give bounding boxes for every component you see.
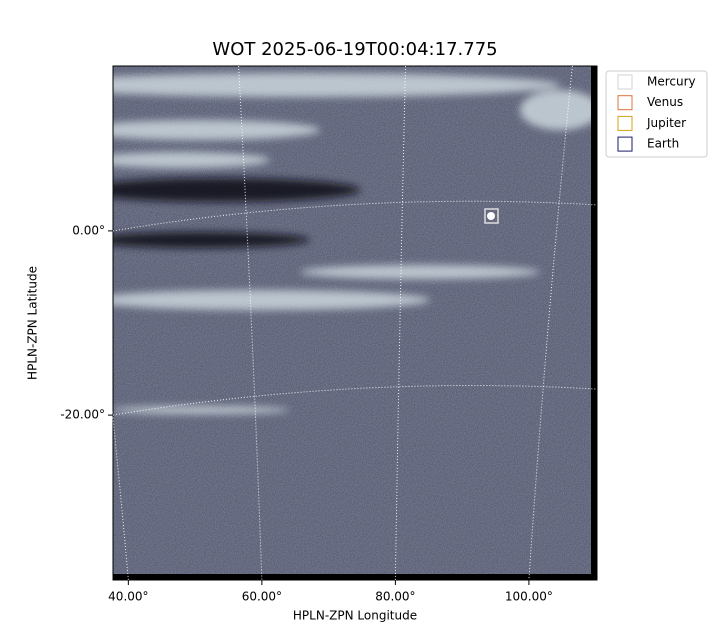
planet [487, 212, 495, 220]
y-tick-label: -20.00° [60, 408, 105, 422]
legend-label: Venus [647, 95, 683, 109]
legend-label: Earth [647, 137, 679, 151]
legend-marker [617, 74, 633, 90]
planet-marker [484, 208, 499, 224]
grid-line [112, 200, 598, 232]
legend-marker [617, 115, 633, 131]
legend-marker [617, 95, 633, 111]
x-tick-label: 100.00° [505, 590, 553, 604]
grid-line [112, 384, 598, 416]
legend-marker [617, 136, 633, 152]
y-axis-label: HPLN-ZPN Latitude [26, 266, 40, 380]
y-tick-label: 0.00° [72, 223, 105, 237]
x-axis-label: HPLN-ZPN Longitude [293, 609, 417, 623]
grid-line [71, 65, 129, 581]
plot-frame [112, 65, 598, 581]
x-tick-label: 40.00° [108, 590, 148, 604]
legend-label: Jupiter [646, 116, 686, 130]
legend-label: Mercury [647, 75, 696, 89]
x-tick-label: 60.00° [242, 590, 282, 604]
sky-image [113, 66, 597, 580]
legend [605, 70, 708, 158]
chart-title: WOT 2025-06-19T00:04:17.775 [212, 39, 497, 60]
grid-line [528, 65, 573, 581]
x-tick-label: 80.00° [375, 590, 415, 604]
